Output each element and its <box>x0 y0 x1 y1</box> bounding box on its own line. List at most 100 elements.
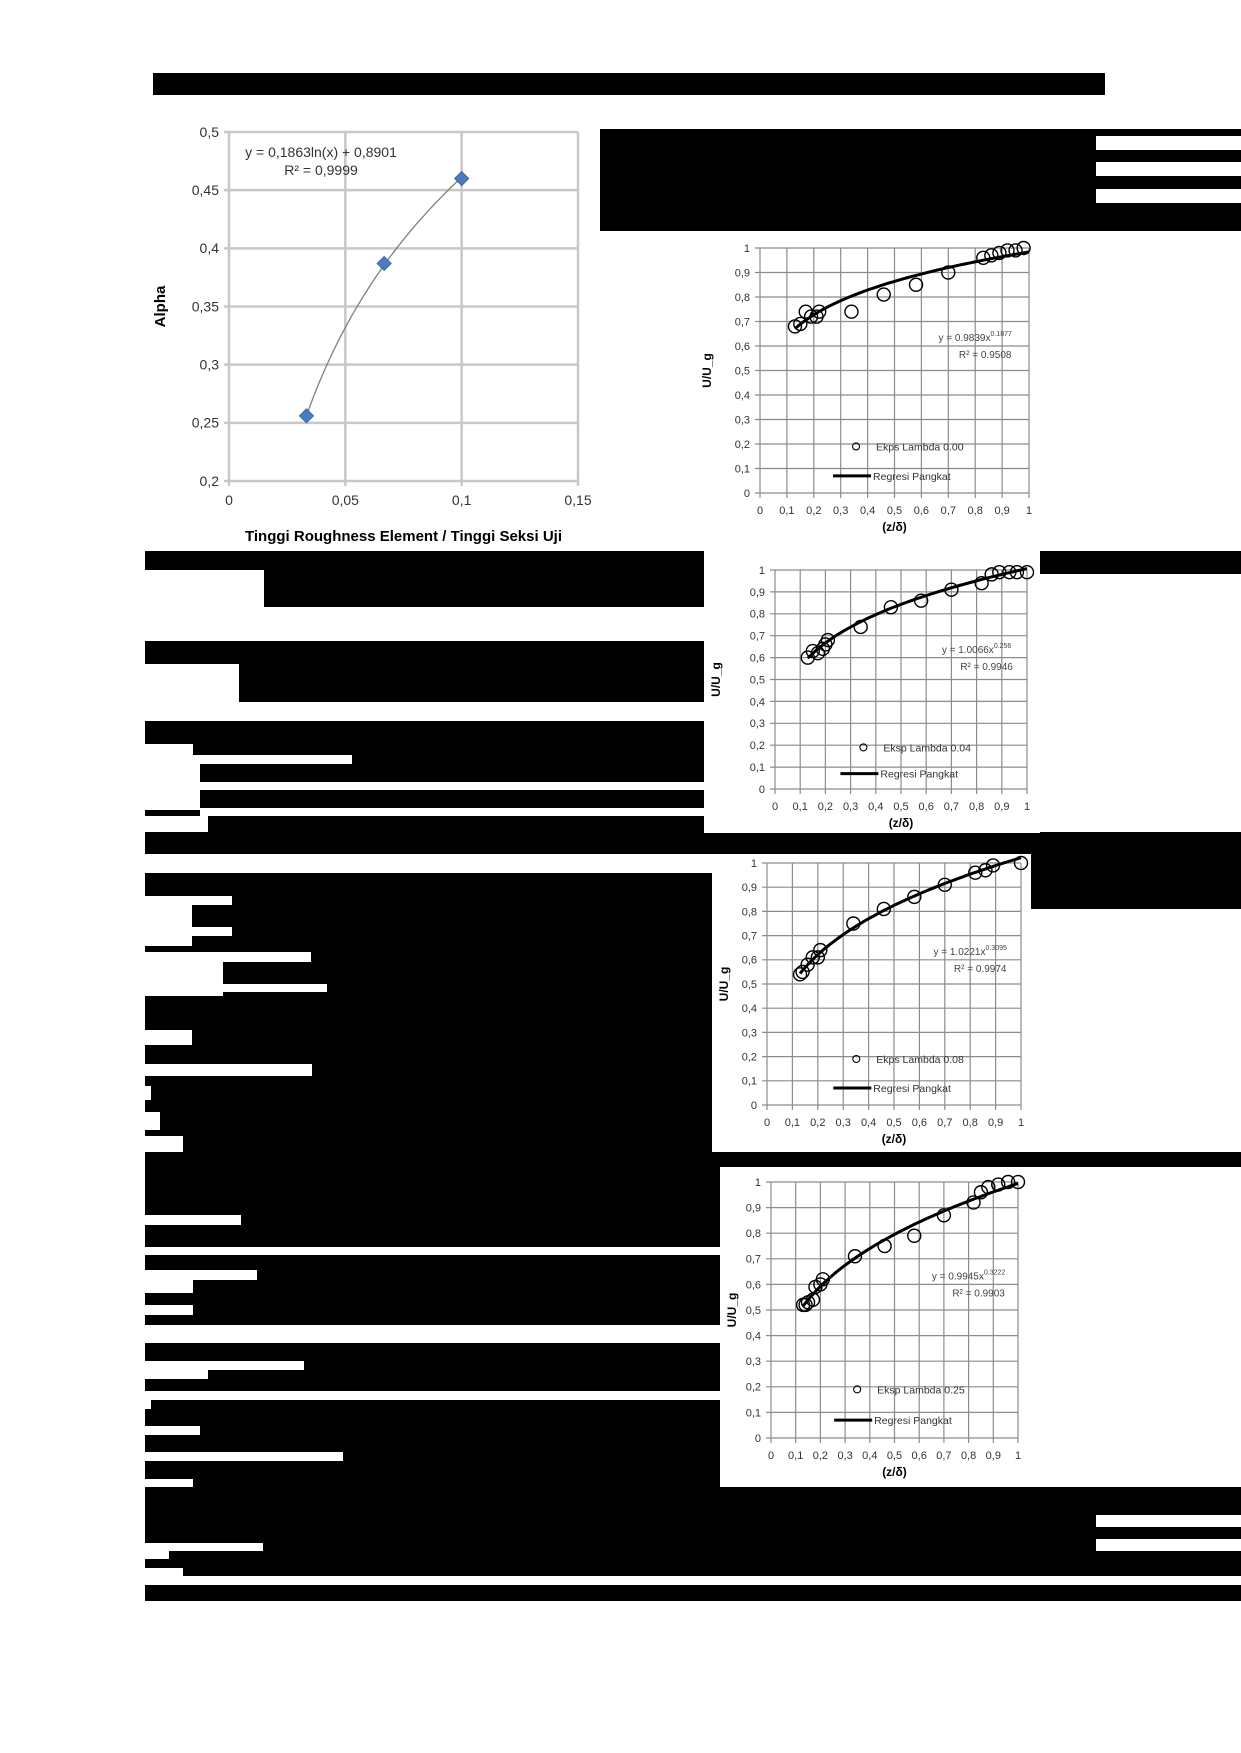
y-tick-label: 0,9 <box>742 882 757 894</box>
x-tick-label: 0,5 <box>887 505 902 517</box>
y-tick-label: 0,3 <box>742 1027 757 1039</box>
x-tick-label: 0,9 <box>994 801 1009 813</box>
y-tick-label: 0,5 <box>200 124 220 140</box>
equation-label: y = 0,1863ln(x) + 0,8901 <box>245 144 397 160</box>
redacted-paragraph <box>145 1167 720 1247</box>
x-tick-label: 0,6 <box>912 1117 927 1129</box>
chart-svg: 0 0,1 0,2 0,3 0,4 0,5 0,6 0,7 0,8 0,9 1 0 0,1 0,2 0,3 0… <box>700 240 1032 534</box>
x-tick-label: 0,1 <box>452 492 472 508</box>
trendline <box>806 567 1028 660</box>
x-tick-label: 0,4 <box>868 801 883 813</box>
y-tick-label: 0,5 <box>735 365 750 377</box>
x-tick-label: 0,4 <box>862 1450 877 1462</box>
data-point-circle <box>800 957 815 972</box>
x-tick-label: 1 <box>1024 801 1030 813</box>
paragraph-gap <box>1096 136 1241 150</box>
paragraph-gap <box>145 896 192 946</box>
paragraph-gap <box>1096 1539 1241 1551</box>
redacted-caption-right <box>1040 551 1241 574</box>
data-point-circle <box>853 619 868 635</box>
data-point-circle <box>1000 243 1015 258</box>
data-point-circle <box>981 1179 996 1195</box>
data-point-circle <box>803 309 819 324</box>
data-point-circle <box>991 1177 1006 1192</box>
chart-profile-lambda-008: 0 0,1 0,2 0,3 0,4 0,5 0,6 0,7 0,8 0,9 1 0 0,1 0,2 0,3 0… <box>712 854 1031 1152</box>
redacted-paragraph <box>145 1585 1241 1601</box>
paragraph-gap <box>145 1086 151 1100</box>
y-tick-label: 0,5 <box>742 979 757 991</box>
legend: Ekps Lambda 0.08 Regresi Pangkat <box>833 1054 964 1095</box>
data-point-circle <box>847 1249 863 1264</box>
chart-profile-lambda-004: 0 0,1 0,2 0,3 0,4 0,5 0,6 0,7 0,8 0,9 1 0 0,1 0,2 0,3 0… <box>704 559 1040 833</box>
data-point-circle <box>913 593 929 608</box>
legend-label-data: Eksp Lambda 0.25 <box>877 1384 965 1396</box>
paragraph-gap <box>223 952 311 962</box>
chart-alpha-vs-roughness: 0,2 0,25 0,3 0,35 0,4 0,45 0,5 0 0,05 0,1 0,15 Ting… <box>145 112 600 551</box>
x-tick-label: 0,4 <box>861 1117 876 1129</box>
paragraph-gap <box>145 816 208 832</box>
x-tick-label: 0,1 <box>785 1117 800 1129</box>
y-axis-label: U/U_g <box>717 967 731 1002</box>
y-tick-label: 0,2 <box>746 1382 761 1394</box>
x-tick-label: 0,9 <box>994 505 1009 517</box>
chart-profile-lambda-025: 0 0,1 0,2 0,3 0,4 0,5 0,6 0,7 0,8 0,9 1 0 0,1 0,2 0,3 0… <box>720 1167 1031 1487</box>
x-tick-label: 1 <box>1015 1450 1021 1462</box>
x-tick-label: 0,6 <box>914 505 929 517</box>
data-point-circle <box>795 964 810 980</box>
legend-label-data: Eksp Lambda 0.04 <box>883 742 971 754</box>
x-tick-label: 0,15 <box>564 492 591 508</box>
data-point-circle <box>876 901 892 917</box>
y-tick-label: 0,9 <box>750 587 765 599</box>
x-tick-label: 0 <box>764 1117 770 1129</box>
legend-label-trend: Regresi Pangkat <box>880 769 958 781</box>
y-tick-label: 0,9 <box>735 267 750 279</box>
y-tick-label: 0,8 <box>742 906 757 918</box>
data-point-circle <box>1016 240 1031 256</box>
y-tick-label: 0,4 <box>750 696 765 708</box>
y-tick-label: 0,1 <box>750 762 765 774</box>
x-tick-label: 0,8 <box>961 1450 976 1462</box>
y-tick-label: 0,4 <box>742 1003 757 1015</box>
data-point-diamond <box>376 255 392 272</box>
y-tick-label: 0,2 <box>200 473 220 489</box>
legend: Eksp Lambda 0.04 Regresi Pangkat <box>840 742 971 781</box>
y-tick-label: 0,7 <box>746 1254 761 1266</box>
redacted-caption <box>145 551 704 570</box>
x-tick-label: 0 <box>225 492 233 508</box>
equation-label: y = 0.9945x0.3222 <box>932 1269 1006 1282</box>
x-tick-label: 0,3 <box>836 1117 851 1129</box>
y-tick-label: 0,4 <box>746 1330 761 1342</box>
data-point-circle <box>1019 564 1035 580</box>
y-tick-label: 0,2 <box>750 740 765 752</box>
y-tick-label: 0,6 <box>735 341 750 353</box>
data-point-circle <box>966 1195 981 1210</box>
y-tick-label: 0,3 <box>750 718 765 730</box>
data-point-circle <box>846 916 861 931</box>
x-tick-label: 1 <box>1026 505 1032 517</box>
data-point-circle <box>1000 1174 1016 1190</box>
data-point-circle <box>984 248 999 263</box>
x-axis-label: (z/δ) <box>889 816 914 830</box>
paragraph-gap <box>145 744 193 755</box>
x-tick-label: 0 <box>768 1450 774 1462</box>
x-tick-label: 0,5 <box>886 1117 901 1129</box>
data-point-circle <box>974 575 989 591</box>
x-tick-label: 0,5 <box>887 1450 902 1462</box>
x-tick-label: 0,1 <box>793 801 808 813</box>
paragraph-gap <box>145 755 200 810</box>
data-point-diamond <box>298 408 315 424</box>
paragraph-gap <box>200 808 704 816</box>
chart-svg: 0 0,1 0,2 0,3 0,4 0,5 0,6 0,7 0,8 0,9 1 0 0,1 0,2 0,3 0… <box>725 1174 1026 1479</box>
data-point-circle <box>810 950 826 965</box>
x-tick-label: 0,4 <box>860 505 875 517</box>
x-tick-label: 0,1 <box>788 1450 803 1462</box>
paragraph-gap <box>145 1551 169 1559</box>
x-tick-label: 0,9 <box>986 1450 1001 1462</box>
chart-svg: 0 0,1 0,2 0,3 0,4 0,5 0,6 0,7 0,8 0,9 1 0 0,1 0,2 0,3 0… <box>709 564 1035 830</box>
paragraph-gap <box>1096 189 1241 203</box>
paragraph-gap <box>145 952 223 996</box>
x-tick-label: 0,7 <box>944 801 959 813</box>
y-tick-label: 0,9 <box>746 1202 761 1214</box>
y-tick-label: 0,7 <box>742 930 757 942</box>
y-tick-label: 0,45 <box>192 182 219 198</box>
